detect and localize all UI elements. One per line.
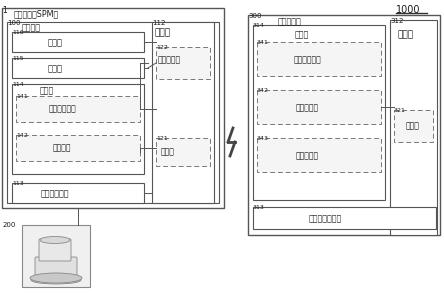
Text: 控制装置: 控制装置 — [22, 23, 41, 32]
Bar — [12, 58, 144, 78]
Text: 341: 341 — [257, 40, 269, 45]
Text: 115: 115 — [12, 56, 24, 61]
Text: 122: 122 — [156, 45, 168, 50]
Text: 判定部: 判定部 — [406, 121, 420, 130]
Text: 1000: 1000 — [396, 5, 420, 15]
Text: 313: 313 — [253, 205, 265, 210]
Text: 运算部: 运算部 — [155, 28, 171, 37]
Bar — [257, 42, 381, 76]
Text: 显示控制程序: 显示控制程序 — [48, 104, 76, 113]
Text: 113: 113 — [12, 181, 24, 186]
Bar — [12, 32, 144, 52]
Text: 200: 200 — [3, 222, 16, 228]
Text: 312: 312 — [390, 18, 404, 24]
Text: 装置侧通信部: 装置侧通信部 — [41, 189, 69, 198]
Text: 142: 142 — [16, 133, 28, 138]
Text: 分析程序: 分析程序 — [53, 143, 71, 152]
Bar — [22, 225, 90, 287]
Text: 321: 321 — [394, 108, 406, 113]
Text: 分析部: 分析部 — [161, 147, 175, 156]
Text: 输入部: 输入部 — [48, 38, 63, 47]
Text: 服务器侧通信部: 服务器侧通信部 — [309, 214, 341, 223]
Bar — [394, 110, 433, 142]
Ellipse shape — [40, 237, 70, 243]
Ellipse shape — [31, 276, 81, 284]
Bar — [390, 20, 437, 235]
Bar — [152, 22, 214, 203]
Text: 100: 100 — [7, 20, 20, 26]
Text: 部件管理表: 部件管理表 — [295, 103, 318, 112]
Text: 112: 112 — [152, 20, 165, 26]
Bar — [12, 84, 144, 174]
Bar — [257, 90, 381, 124]
Text: 显示部: 显示部 — [48, 64, 63, 73]
Bar — [253, 25, 385, 200]
Text: 116: 116 — [12, 30, 24, 35]
Text: 信息提供程序: 信息提供程序 — [293, 55, 321, 64]
Text: 显示控制部: 显示控制部 — [158, 55, 181, 64]
Bar — [16, 96, 140, 122]
FancyBboxPatch shape — [39, 239, 71, 261]
Bar — [2, 8, 224, 208]
Bar — [16, 135, 140, 161]
Text: 342: 342 — [257, 88, 269, 93]
FancyBboxPatch shape — [35, 257, 77, 281]
Bar — [156, 138, 210, 166]
Text: 141: 141 — [16, 94, 28, 99]
Text: 300: 300 — [248, 13, 262, 19]
Bar — [12, 183, 144, 203]
Text: 343: 343 — [257, 136, 269, 141]
Ellipse shape — [30, 273, 82, 283]
Text: 存储部: 存储部 — [295, 30, 309, 39]
Text: 服务器装置: 服务器装置 — [278, 17, 302, 26]
Bar — [253, 207, 436, 229]
Text: 1: 1 — [2, 6, 7, 15]
Text: 314: 314 — [253, 23, 265, 28]
Text: 用户管理表: 用户管理表 — [295, 151, 318, 160]
Text: 运算部: 运算部 — [398, 30, 414, 39]
Bar — [7, 22, 219, 203]
Text: 114: 114 — [12, 82, 24, 87]
Text: 121: 121 — [156, 136, 168, 141]
Bar — [257, 138, 381, 172]
Bar — [156, 47, 210, 79]
Text: 存储部: 存储部 — [40, 86, 54, 95]
Text: 分析装置（SPM）: 分析装置（SPM） — [14, 9, 59, 18]
Bar — [248, 15, 440, 235]
